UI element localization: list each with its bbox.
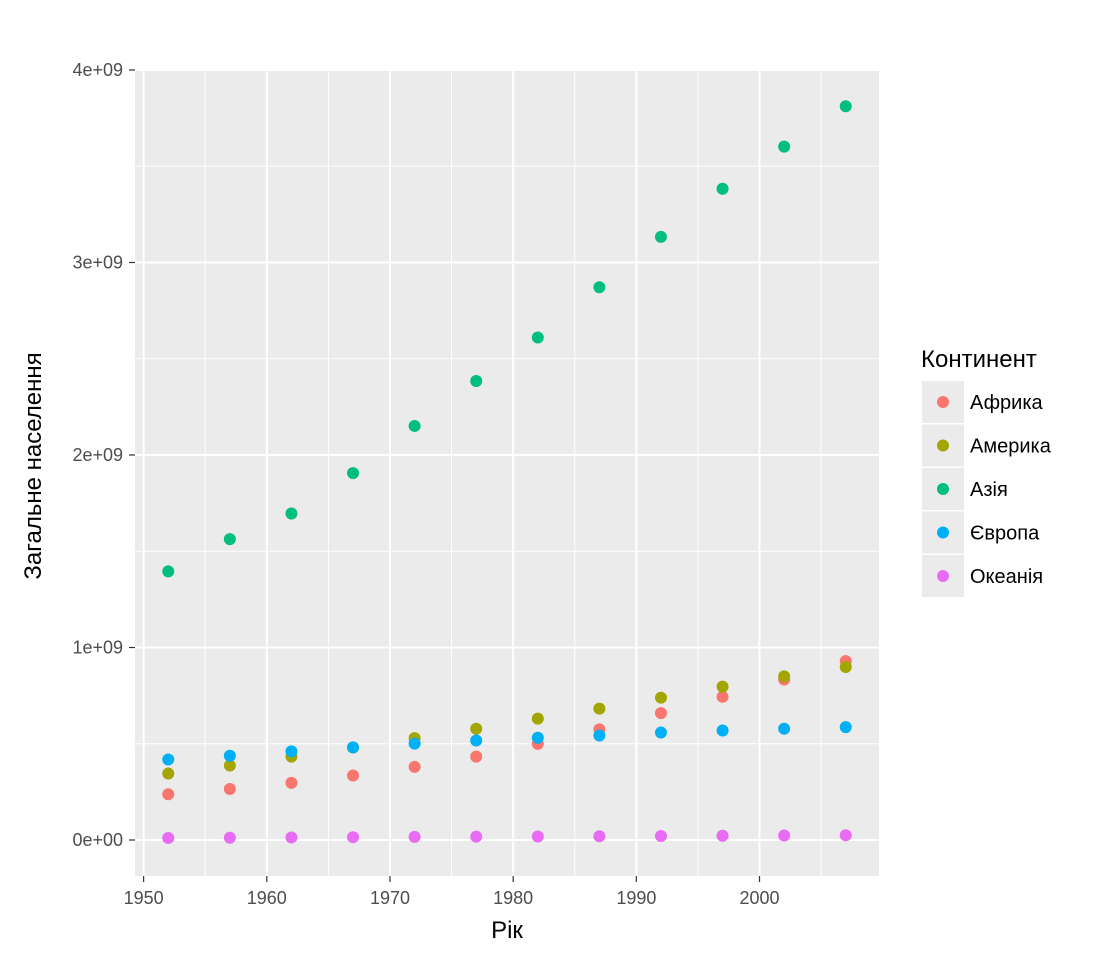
data-point <box>470 750 483 763</box>
x-tick-labels: 1950 1960 1970 1980 1990 2000 <box>124 888 780 908</box>
data-point <box>470 830 483 843</box>
data-point <box>408 419 421 432</box>
data-point <box>347 741 360 754</box>
legend-title: Континент <box>921 346 1037 373</box>
legend-label: Азія <box>970 479 1008 501</box>
legend-label: Океанія <box>970 566 1043 588</box>
y-tick-label: 1e+09 <box>72 638 123 658</box>
legend: Континент Африка Америка Азія Європа Океанія <box>921 346 1052 597</box>
legend-item: Океанія <box>922 555 1043 597</box>
grid-major <box>135 69 879 876</box>
legend-label: Європа <box>970 523 1040 545</box>
data-point <box>162 831 175 844</box>
data-point <box>839 829 852 842</box>
plot-panel <box>135 70 879 876</box>
data-point <box>347 769 360 782</box>
data-point <box>347 467 360 480</box>
data-point <box>839 721 852 734</box>
data-point <box>285 776 298 789</box>
axis-ticks <box>129 69 761 882</box>
data-point <box>778 140 791 153</box>
data-point <box>778 722 791 735</box>
y-tick-label: 0e+00 <box>72 830 123 850</box>
x-axis-title: Рік <box>491 917 523 944</box>
data-point <box>223 749 236 762</box>
x-tick-label: 1950 <box>124 888 164 908</box>
data-point <box>285 745 298 758</box>
legend-item: Америка <box>922 424 1052 467</box>
data-point <box>223 759 236 772</box>
y-axis-title: Загальне населення <box>20 352 47 579</box>
data-point <box>470 722 483 735</box>
legend-item: Африка <box>922 381 1044 423</box>
data-point <box>654 691 667 704</box>
grid-minor <box>135 70 879 876</box>
data-point <box>778 670 791 683</box>
data-point <box>408 830 421 843</box>
data-point <box>531 712 544 725</box>
data-point <box>408 737 421 750</box>
data-point <box>654 829 667 842</box>
legend-swatch <box>937 483 949 495</box>
x-tick-label: 1990 <box>616 888 656 908</box>
data-point <box>223 533 236 546</box>
data-point <box>654 707 667 720</box>
data-point <box>593 702 606 715</box>
data-point <box>347 831 360 844</box>
x-tick-label: 1980 <box>493 888 533 908</box>
data-point <box>470 734 483 747</box>
legend-label: Америка <box>970 436 1052 458</box>
legend-swatch <box>937 396 949 408</box>
data-point <box>531 830 544 843</box>
data-point <box>408 760 421 773</box>
y-tick-labels: 0e+00 1e+09 2e+09 3e+09 4e+09 <box>72 60 123 850</box>
data-point <box>593 281 606 294</box>
data-point <box>654 230 667 243</box>
x-tick-label: 2000 <box>739 888 779 908</box>
data-point <box>716 829 729 842</box>
legend-swatch <box>937 439 949 452</box>
y-tick-label: 4e+09 <box>72 60 123 80</box>
data-point <box>223 783 236 796</box>
data-point <box>593 830 606 843</box>
legend-swatch <box>937 526 949 539</box>
data-point <box>593 729 606 742</box>
data-point <box>223 831 236 844</box>
data-point <box>716 182 729 195</box>
data-point <box>716 680 729 693</box>
legend-item: Азія <box>922 468 1008 510</box>
y-tick-label: 3e+09 <box>72 253 123 273</box>
data-point <box>531 331 544 344</box>
legend-swatch <box>937 570 949 582</box>
legend-item: Європа <box>922 511 1040 554</box>
y-tick-label: 2e+09 <box>72 445 123 465</box>
data-point <box>162 767 175 780</box>
data-point <box>162 788 175 801</box>
x-tick-label: 1960 <box>247 888 287 908</box>
x-tick-label: 1970 <box>370 888 410 908</box>
legend-label: Африка <box>970 392 1044 414</box>
data-point <box>162 753 175 766</box>
data-point <box>839 660 852 673</box>
data-point <box>716 690 729 703</box>
data-point <box>654 726 667 739</box>
legend-items: Африка Америка Азія Європа Океанія <box>922 381 1052 597</box>
data-point <box>285 507 298 520</box>
data-point <box>716 724 729 737</box>
data-point <box>162 565 175 578</box>
data-point <box>778 829 791 842</box>
data-points <box>162 100 852 844</box>
data-point <box>531 731 544 744</box>
data-point <box>470 374 483 387</box>
data-point <box>839 100 852 113</box>
data-point <box>285 831 298 844</box>
